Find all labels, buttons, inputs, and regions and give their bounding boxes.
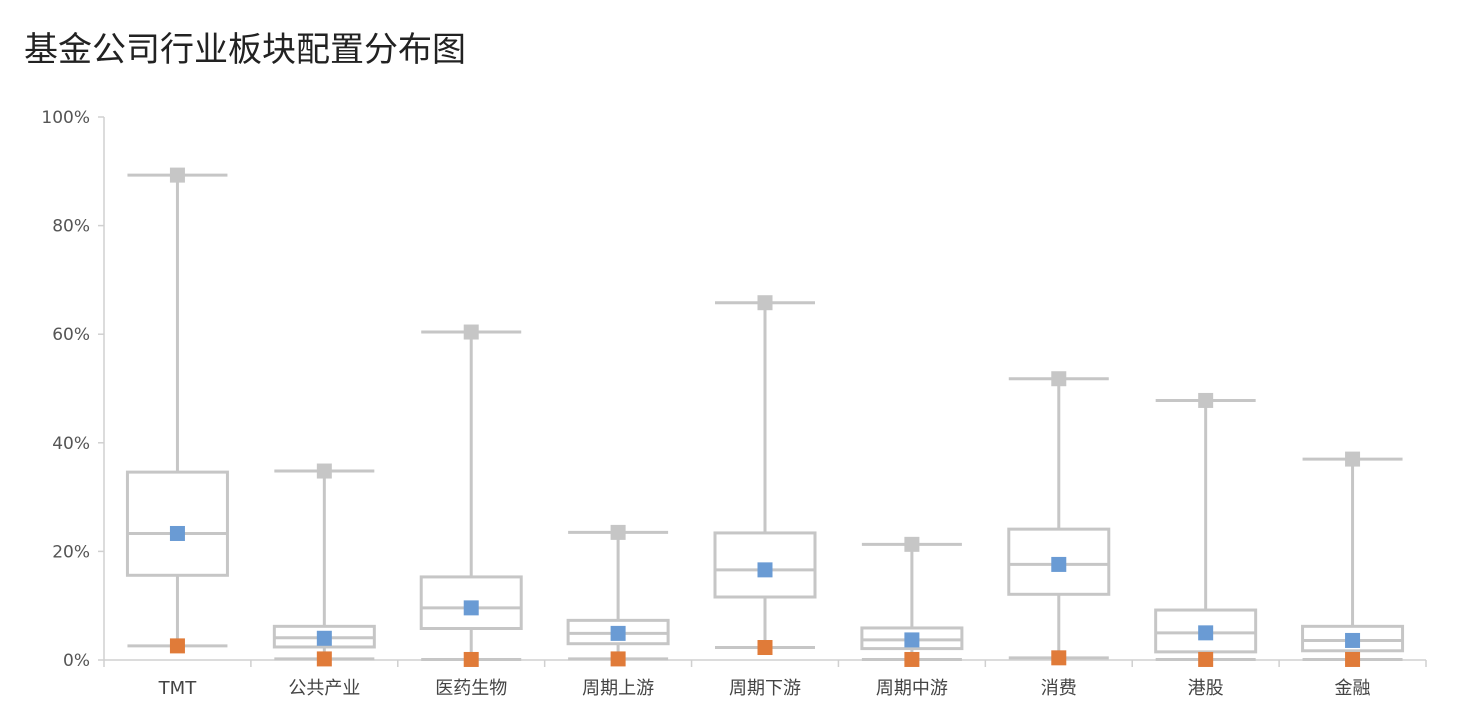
x-category-label: 消费 xyxy=(1041,678,1077,699)
max-marker xyxy=(169,167,185,183)
x-category-label: 港股 xyxy=(1188,678,1224,699)
x-category-label: TMT xyxy=(158,678,198,699)
min-marker xyxy=(1051,650,1067,666)
max-marker xyxy=(1345,451,1361,467)
mean-marker xyxy=(1051,556,1067,572)
max-marker xyxy=(1051,371,1067,387)
y-tick-label: 80% xyxy=(52,217,90,237)
min-marker xyxy=(1345,651,1361,667)
mean-marker xyxy=(757,562,773,578)
box-6 xyxy=(860,536,964,667)
mean-marker xyxy=(904,632,920,648)
max-marker xyxy=(610,524,626,540)
max-marker xyxy=(1198,392,1214,408)
y-axis-ticks: 0% 20% 40% 60% 80% 100% xyxy=(41,108,104,671)
min-marker xyxy=(904,651,920,667)
mean-marker xyxy=(1345,632,1361,648)
iqr-box xyxy=(1007,527,1111,596)
mean-marker xyxy=(169,525,185,541)
x-category-label: 金融 xyxy=(1335,678,1371,699)
x-axis-categories: TMT 公共产业 医药生物 周期上游 周期下游 周期中游 消费 港股 金融 xyxy=(158,678,1371,699)
min-marker xyxy=(757,640,773,656)
y-tick-label: 20% xyxy=(52,542,90,562)
min-marker xyxy=(463,651,479,667)
y-tick-label: 0% xyxy=(63,651,90,671)
chart-title: 基金公司行业板块配置分布图 xyxy=(24,30,466,70)
box-5 xyxy=(713,295,817,656)
y-tick-label: 40% xyxy=(52,434,90,454)
box-3 xyxy=(419,324,523,667)
mean-marker xyxy=(316,630,332,646)
x-category-label: 周期上游 xyxy=(582,678,654,699)
box-series xyxy=(125,167,1405,667)
max-marker xyxy=(463,324,479,340)
y-tick-label: 100% xyxy=(41,108,90,128)
box-7 xyxy=(1007,371,1111,666)
mean-marker xyxy=(610,625,626,641)
min-marker xyxy=(610,651,626,667)
min-marker xyxy=(169,638,185,654)
y-tick-label: 60% xyxy=(52,325,90,345)
box-8 xyxy=(1154,392,1258,667)
x-category-label: 周期中游 xyxy=(876,678,948,699)
max-marker xyxy=(904,536,920,552)
x-category-label: 周期下游 xyxy=(729,678,801,699)
min-marker xyxy=(316,651,332,667)
mean-marker xyxy=(1198,625,1214,641)
x-category-label: 公共产业 xyxy=(288,678,360,699)
box-4 xyxy=(566,524,670,667)
x-category-label: 医药生物 xyxy=(435,678,507,699)
min-marker xyxy=(1198,651,1214,667)
iqr-box xyxy=(125,470,229,577)
box-9 xyxy=(1301,451,1405,667)
mean-marker xyxy=(463,600,479,616)
box-1 xyxy=(125,167,229,654)
max-marker xyxy=(757,295,773,311)
box-2 xyxy=(272,463,376,667)
max-marker xyxy=(316,463,332,479)
